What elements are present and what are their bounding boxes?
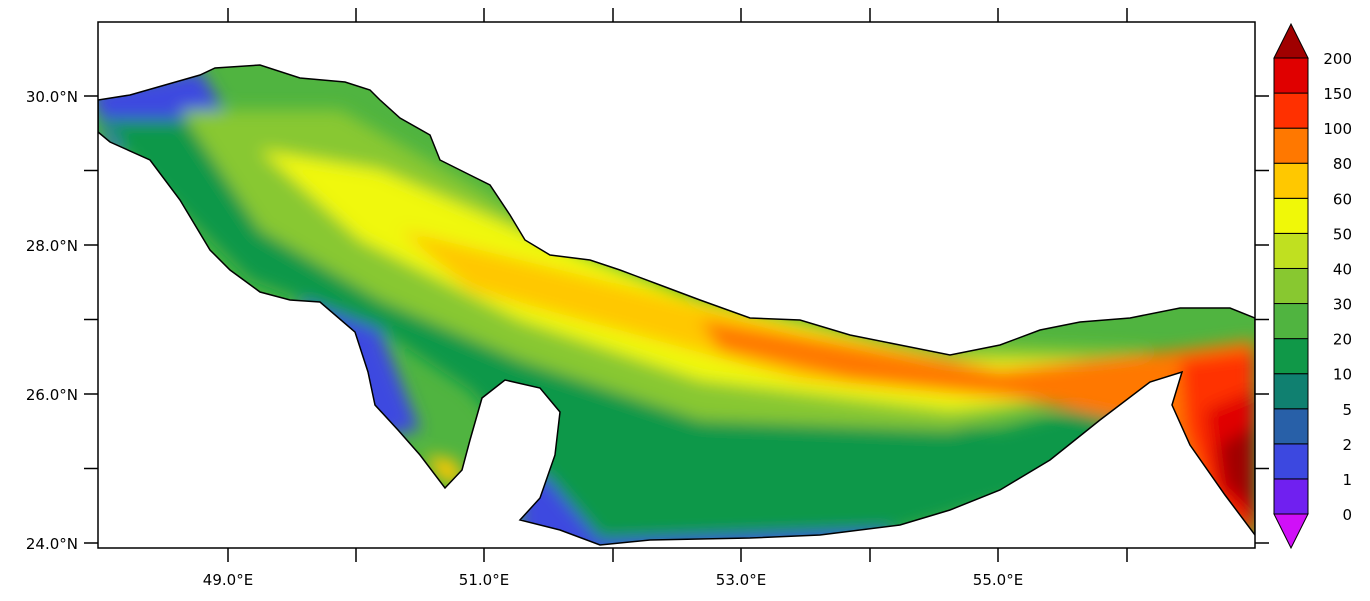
x-tick-label: 51.0°E xyxy=(459,571,509,589)
colorbar-label: 50 xyxy=(1333,225,1352,243)
colorbar-label: 150 xyxy=(1323,85,1352,103)
colorbar-swatch xyxy=(1273,197,1309,234)
colorbar-over-triangle xyxy=(1273,22,1309,59)
colorbar-label: 5 xyxy=(1342,401,1352,419)
colorbar-swatch xyxy=(1273,267,1309,305)
colorbar-label: 2 xyxy=(1342,436,1352,454)
map-frame xyxy=(97,21,1256,549)
colorbar-swatch xyxy=(1273,127,1309,164)
colorbar: 0 1 2 5 10 20 30 40 50 60 80 100 150 200 xyxy=(1273,22,1352,550)
field-teal xyxy=(98,120,1150,540)
y-tick-label: 28.0°N xyxy=(26,237,78,255)
field-dark-red xyxy=(1220,425,1255,510)
colorbar-label: 20 xyxy=(1333,331,1352,349)
y-tick-label: 26.0°N xyxy=(26,386,78,404)
colorbar-swatch xyxy=(1273,162,1309,199)
colorbar-swatch xyxy=(1273,373,1309,410)
y-tick-label: 24.0°N xyxy=(26,535,78,553)
colorbar-label: 200 xyxy=(1323,50,1352,68)
y-tick-label: 30.0°N xyxy=(26,88,78,106)
colorbar-label: 40 xyxy=(1333,260,1352,278)
colorbar-swatch xyxy=(1273,92,1309,129)
colorbar-label: 80 xyxy=(1333,155,1352,173)
colorbar-label: 30 xyxy=(1333,296,1352,314)
colorbar-swatch xyxy=(1273,408,1309,445)
colorbar-swatch xyxy=(1273,303,1309,340)
colorbar-swatch xyxy=(1273,57,1309,94)
y-axis-labels: 30.0°N 28.0°N 26.0°N 24.0°N xyxy=(26,88,78,553)
colorbar-label: 1 xyxy=(1342,471,1352,489)
colorbar-swatch xyxy=(1273,478,1309,515)
x-axis-labels: 49.0°E 51.0°E 53.0°E 55.0°E xyxy=(203,571,1023,589)
colorbar-label: 0 xyxy=(1342,506,1352,524)
field-orange xyxy=(700,320,1255,540)
field-yellow xyxy=(260,150,1150,410)
colorbar-swatch xyxy=(1273,338,1309,375)
colorbar-label: 60 xyxy=(1333,190,1352,208)
sea-field xyxy=(98,65,1255,545)
colorbar-label: 100 xyxy=(1323,120,1352,138)
axis-ticks xyxy=(84,8,1269,562)
colorbar-label: 10 xyxy=(1333,366,1352,384)
x-tick-label: 55.0°E xyxy=(973,571,1023,589)
x-tick-label: 49.0°E xyxy=(203,571,253,589)
x-tick-label: 53.0°E xyxy=(716,571,766,589)
coastline xyxy=(98,64,1255,546)
colorbar-under-triangle xyxy=(1273,513,1309,550)
colorbar-swatch xyxy=(1273,232,1309,269)
map-plot-area xyxy=(98,64,1255,546)
colorbar-swatch xyxy=(1273,443,1309,480)
